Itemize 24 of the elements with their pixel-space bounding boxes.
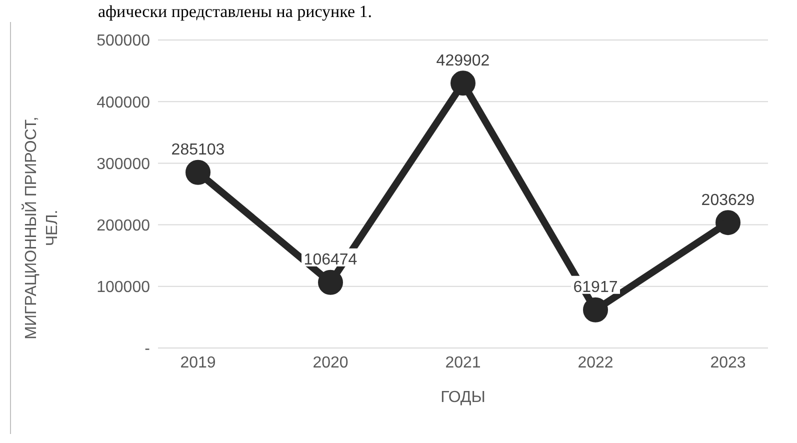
data-label: 285103 (171, 142, 225, 159)
y-tick-label: 400000 (96, 94, 150, 112)
x-axis-title: ГОДЫ (440, 389, 486, 406)
point (186, 160, 210, 185)
y-tick-label: 100000 (96, 279, 150, 296)
x-tick-label: 2023 (710, 354, 746, 372)
text: афически представлены на рисунке 1. (98, 2, 372, 22)
x-tick-label: 2020 (312, 354, 348, 372)
x-tick-label: 2021 (445, 354, 481, 372)
y-tick-label: 200000 (96, 217, 150, 234)
point (450, 70, 476, 96)
y-axis-title: МИГРАЦИОННЫЙ ПРИРОСТ, ЧЕЛ. (21, 116, 62, 342)
data-label: 61917 (573, 279, 618, 296)
data-label: 429902 (436, 52, 490, 70)
x-tick-label: 2019 (180, 354, 216, 372)
point (583, 297, 608, 322)
y-tick-label: 500000 (96, 32, 150, 50)
point (318, 270, 343, 295)
y-tick-label: - (144, 340, 150, 358)
point (716, 210, 740, 236)
y-tick-label: 300000 (96, 156, 150, 173)
x-tick-label: 2022 (578, 354, 614, 372)
data-label: 203629 (701, 192, 755, 209)
data-label: 106474 (304, 252, 358, 269)
